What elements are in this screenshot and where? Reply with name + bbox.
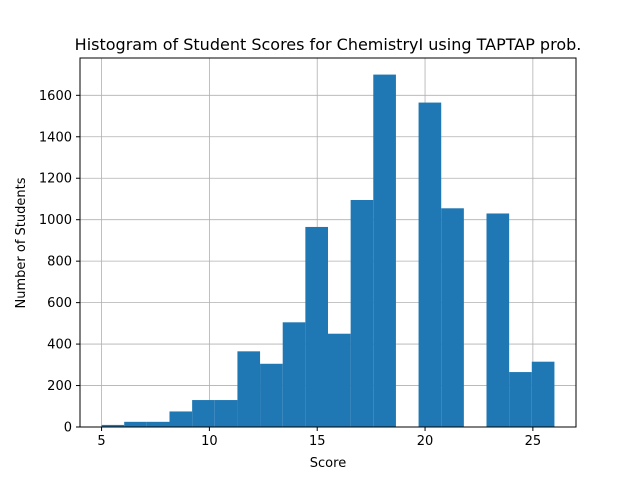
histogram-bar-8 bbox=[282, 322, 306, 427]
histogram-bar-17 bbox=[486, 213, 510, 427]
x-tick-label: 15 bbox=[309, 434, 326, 449]
histogram-bar-14 bbox=[418, 102, 442, 427]
plot-frame bbox=[79, 57, 577, 428]
y-tick-label: 200 bbox=[47, 379, 72, 394]
x-tick-label: 10 bbox=[201, 434, 218, 449]
histogram-bar-6 bbox=[237, 351, 261, 427]
x-axis-label: Score bbox=[310, 456, 346, 471]
y-tick-label: 600 bbox=[47, 296, 72, 311]
histogram-bar-11 bbox=[350, 200, 374, 427]
histogram-bar-3 bbox=[169, 411, 193, 427]
histogram-bar-4 bbox=[192, 400, 215, 427]
histogram-bar-5 bbox=[214, 400, 238, 427]
y-axis-label: Number of Students bbox=[14, 177, 29, 308]
x-tick-label: 20 bbox=[417, 434, 434, 449]
histogram-bar-19 bbox=[531, 361, 555, 427]
y-tick-label: 0 bbox=[64, 421, 72, 436]
y-tick-label: 1200 bbox=[39, 172, 72, 187]
chart-title: Histogram of Student Scores for Chemistr… bbox=[75, 35, 582, 54]
x-tick-label: 5 bbox=[97, 434, 105, 449]
y-tick-label: 1600 bbox=[39, 89, 72, 104]
y-tick-label: 1000 bbox=[39, 213, 72, 228]
histogram-bar-0 bbox=[101, 424, 125, 427]
histogram-bar-7 bbox=[260, 363, 283, 427]
y-axis-ticks: 0 200 400 600 800 1000 1200 1400 1600 bbox=[39, 89, 80, 436]
histogram-bar-12 bbox=[373, 74, 396, 428]
x-tick-label: 25 bbox=[525, 434, 542, 449]
x-axis-ticks: 5 10 15 20 25 bbox=[97, 427, 541, 449]
histogram-bar-9 bbox=[305, 226, 328, 427]
histogram-bar-15 bbox=[441, 208, 464, 427]
bars bbox=[101, 74, 555, 428]
y-tick-label: 800 bbox=[47, 255, 72, 270]
y-tick-label: 1400 bbox=[39, 130, 72, 145]
histogram-bar-18 bbox=[509, 372, 532, 427]
histogram-bar-1 bbox=[124, 421, 147, 427]
histogram-bar-2 bbox=[146, 421, 170, 427]
histogram-bar-10 bbox=[328, 333, 351, 427]
y-tick-label: 400 bbox=[47, 338, 72, 353]
